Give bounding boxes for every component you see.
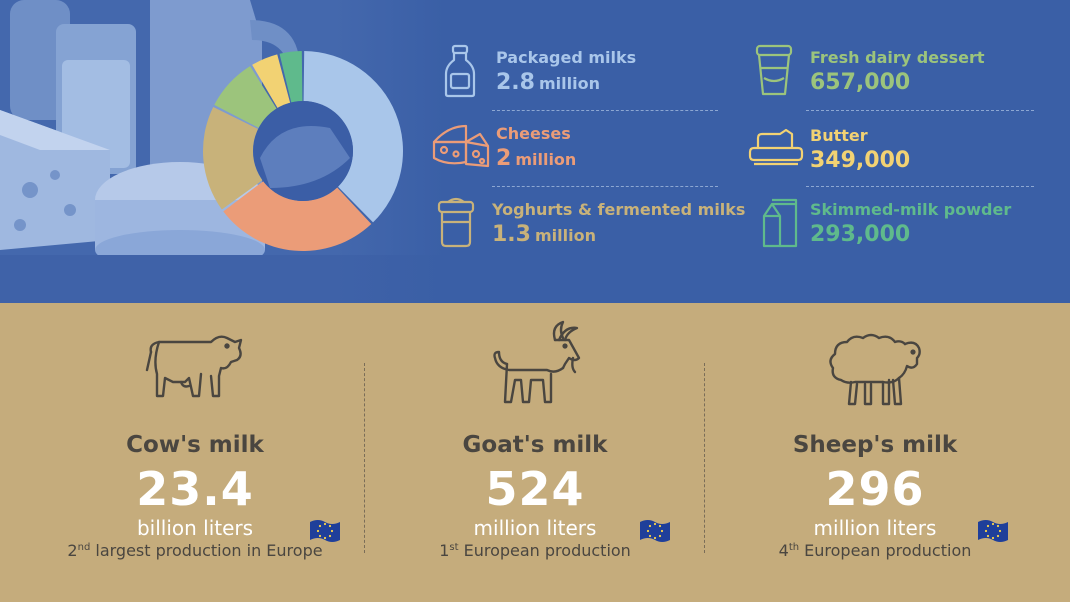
product-unit: million — [515, 150, 577, 169]
product-butter: Butter 349,000 — [748, 122, 1028, 182]
sheep-milk-stat: Sheep's milk 296 million liters 4th Euro… — [710, 330, 1040, 580]
goat-icon — [493, 320, 581, 404]
animal-value: 524 — [485, 462, 585, 516]
animal-value: 23.4 — [136, 462, 254, 516]
animal-unit: million liters — [813, 516, 937, 540]
product-value: 2.8 — [496, 70, 535, 95]
animal-name: Goat's milk — [462, 432, 608, 458]
product-label: Yoghurts & fermented milks — [492, 200, 746, 219]
donut-slice-fresh-dairy-dessert — [214, 66, 277, 128]
dairy-products-photo — [0, 0, 445, 303]
product-packaged-milks: Packaged milks 2.8 million — [440, 44, 720, 104]
donut-slice-skimmed-milk-powder — [279, 51, 303, 103]
product-label: Butter — [810, 126, 868, 145]
eu-flag-icon — [310, 520, 340, 542]
donut-slice-cheeses — [223, 181, 372, 251]
product-value: 293,000 — [810, 222, 911, 247]
cheese-icon — [432, 124, 490, 168]
yoghurt-jar-icon — [437, 197, 475, 248]
animal-rank: 2nd largest production in Europe — [67, 541, 323, 560]
animal-name: Sheep's milk — [792, 432, 958, 458]
production-donut-chart — [203, 51, 403, 251]
divider — [806, 110, 1034, 111]
column-divider — [364, 363, 365, 553]
dessert-cup-icon — [755, 44, 793, 96]
animal-rank: 1st European production — [439, 541, 631, 560]
cow-milk-stat: Cow's milk 23.4 billion liters 2nd large… — [30, 330, 360, 580]
product-value: 349,000 — [810, 148, 911, 173]
product-unit: million — [534, 226, 596, 245]
cow-icon — [145, 335, 243, 398]
column-divider — [704, 363, 705, 553]
eu-flag-icon — [978, 520, 1008, 542]
product-skimmed-milk-powder: Skimmed-milk powder 293,000 — [760, 196, 1040, 256]
animal-name: Cow's milk — [126, 432, 264, 458]
production-panel: Packaged milks 2.8 million Cheeses 2 milli… — [0, 0, 1070, 303]
product-cheeses: Cheeses 2 million — [430, 120, 710, 180]
eu-flag-icon — [640, 520, 670, 542]
donut-slice-yoghurts-fermented-milks — [203, 106, 263, 210]
product-label: Skimmed-milk powder — [810, 200, 1012, 219]
milk-carton-icon — [762, 198, 798, 248]
milk-bottle-icon — [444, 44, 476, 98]
goat-milk-stat: Goat's milk 524 million liters 1st Europ… — [370, 320, 700, 580]
product-yoghurts: Yoghurts & fermented milks 1.3 million — [436, 196, 745, 256]
product-label: Packaged milks — [496, 48, 637, 67]
product-unit: million — [538, 74, 600, 93]
donut-hole-photo — [260, 126, 350, 188]
butter-dish-icon — [748, 128, 804, 166]
animal-unit: billion liters — [136, 516, 254, 540]
product-value: 657,000 — [810, 70, 911, 95]
divider — [492, 110, 718, 111]
product-fresh-dairy-dessert: Fresh dairy dessert 657,000 — [754, 44, 1034, 104]
product-value: 1.3 — [492, 222, 531, 247]
animal-rank: 4th European production — [778, 541, 972, 560]
product-label: Fresh dairy dessert — [810, 48, 985, 67]
product-label: Cheeses — [496, 124, 571, 143]
donut-slice-packaged-milks — [303, 51, 403, 223]
divider — [806, 186, 1034, 187]
donut-slice-butter — [252, 54, 291, 108]
sheep-icon — [829, 333, 921, 406]
divider — [492, 186, 718, 187]
product-value: 2 — [496, 146, 512, 171]
animal-unit: million liters — [473, 516, 597, 540]
animal-value: 296 — [825, 462, 925, 516]
